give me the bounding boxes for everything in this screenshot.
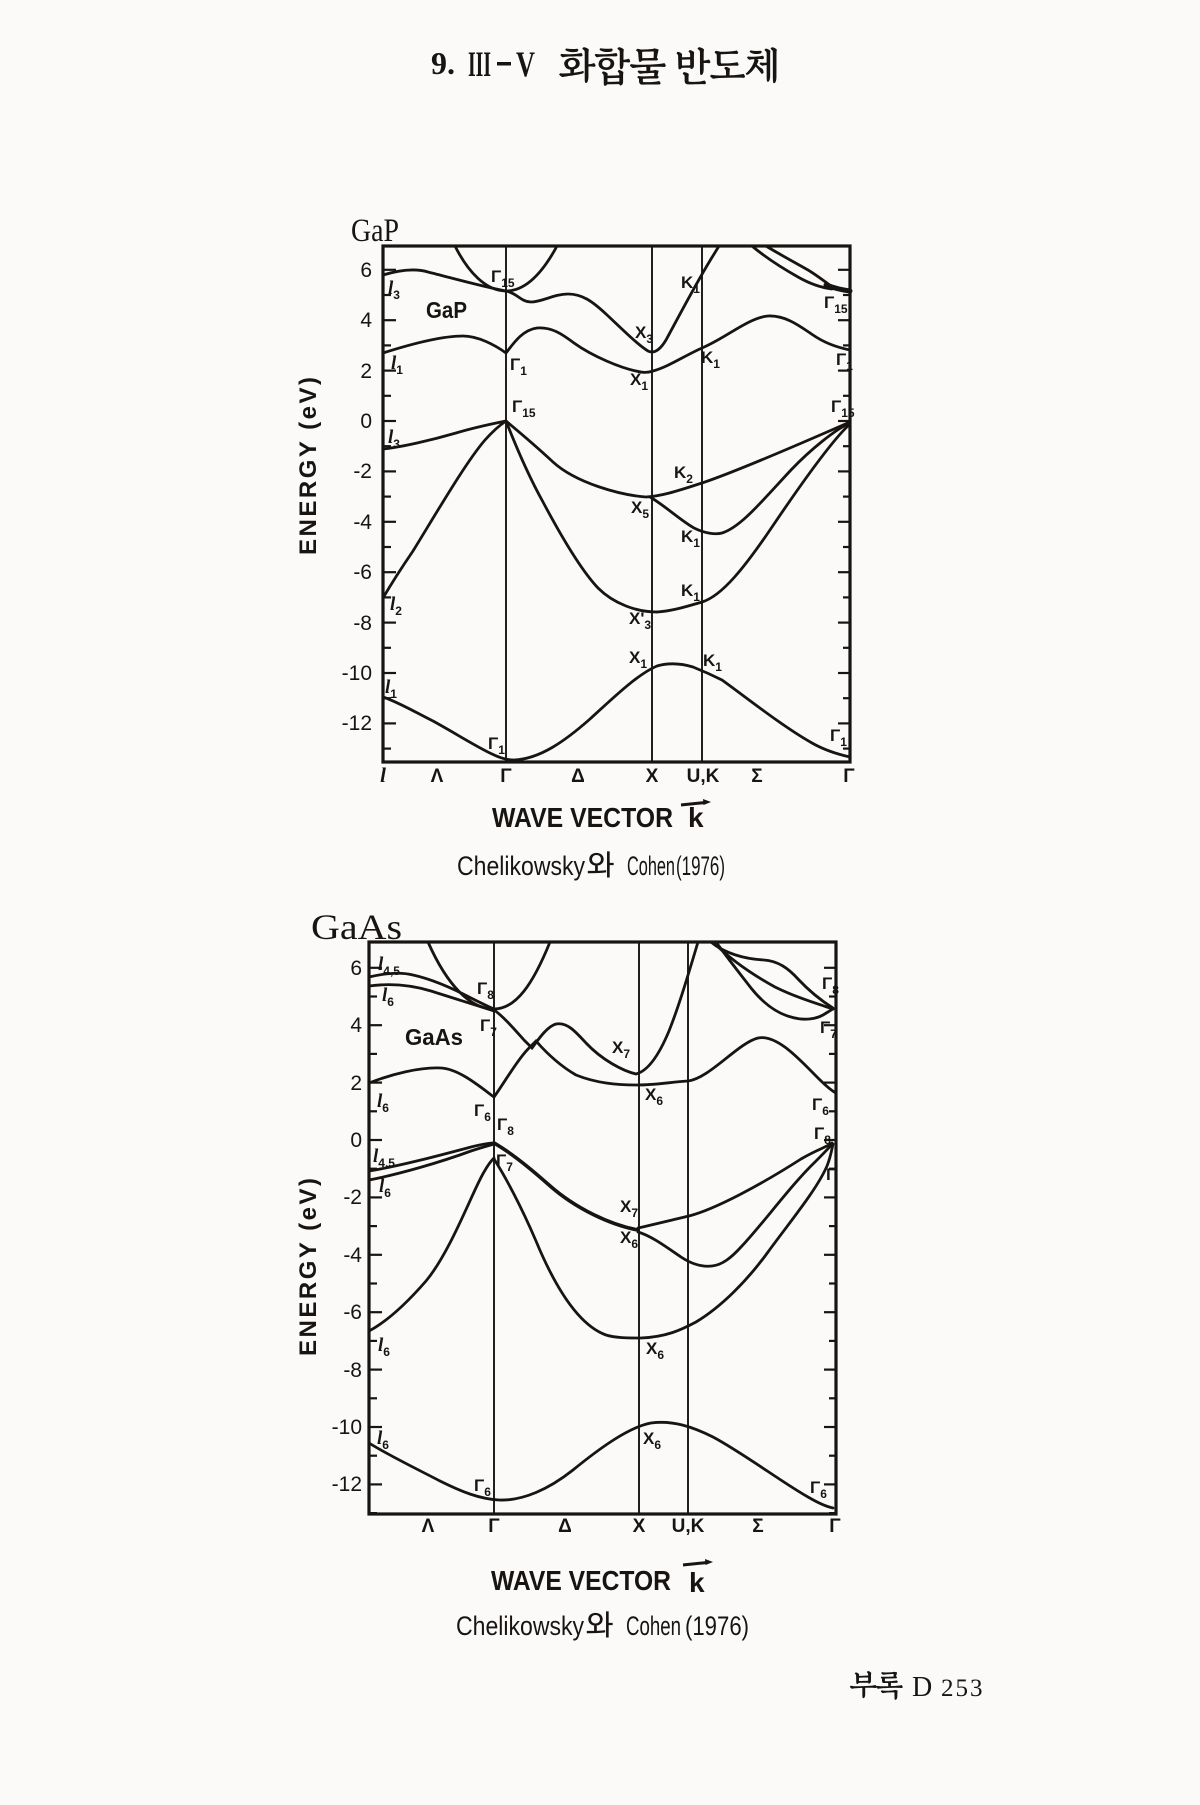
svg-text:WAVE VECTOR: WAVE VECTOR (492, 802, 673, 833)
svg-text:X1: X1 (629, 648, 647, 671)
svg-text:Γ: Γ (829, 1516, 841, 1537)
svg-text:III: III (468, 44, 491, 84)
svg-text:GaP: GaP (351, 213, 399, 249)
svg-text:-12: -12 (332, 1473, 362, 1496)
svg-text:(1976): (1976) (685, 1611, 749, 1641)
svg-text:GaAs: GaAs (405, 1024, 463, 1050)
svg-text:ENERGY (eV): ENERGY (eV) (295, 377, 322, 555)
svg-text:Γ: Γ (500, 766, 512, 787)
svg-text:0: 0 (350, 1129, 362, 1152)
svg-text:Γ6: Γ6 (810, 1478, 827, 1501)
svg-text:l1: l1 (391, 353, 403, 377)
svg-text:l6: l6 (377, 1091, 389, 1115)
svg-text:Γ8: Γ8 (477, 979, 494, 1002)
svg-text:Γ6: Γ6 (474, 1101, 491, 1124)
svg-text:X6: X6 (646, 1339, 664, 1362)
svg-text:k: k (688, 802, 704, 833)
svg-text:X: X (633, 1516, 646, 1537)
svg-text:GaP: GaP (426, 297, 467, 323)
svg-text:l6: l6 (377, 1428, 389, 1452)
svg-text:l6: l6 (379, 1176, 391, 1200)
svg-text:Γ15: Γ15 (824, 293, 848, 316)
svg-text:V: V (516, 44, 535, 84)
svg-text:l4,5: l4,5 (373, 1146, 395, 1170)
svg-text:253: 253 (941, 1675, 985, 1702)
svg-text:Γ: Γ (826, 1165, 836, 1184)
svg-text:0: 0 (360, 410, 372, 433)
svg-text:-4: -4 (343, 1244, 362, 1267)
svg-text:-8: -8 (353, 612, 372, 635)
svg-text:X5: X5 (631, 498, 649, 521)
svg-text:l3: l3 (388, 278, 400, 302)
svg-text:Cohen: Cohen (627, 851, 675, 881)
svg-text:l2: l2 (390, 594, 402, 618)
svg-text:6: 6 (360, 259, 372, 282)
svg-text:X6: X6 (620, 1228, 638, 1251)
svg-text:GaAs: GaAs (311, 907, 402, 947)
svg-text:l3: l3 (388, 427, 400, 451)
svg-text:D: D (912, 1672, 932, 1703)
svg-text:Γ1: Γ1 (510, 355, 527, 378)
svg-text:Δ: Δ (558, 1516, 572, 1537)
svg-text:K1: K1 (701, 348, 720, 371)
svg-text:l1: l1 (385, 677, 397, 701)
svg-text:K1: K1 (703, 651, 722, 674)
svg-text:X: X (646, 766, 659, 787)
svg-text:Chelikowsky: Chelikowsky (457, 851, 585, 881)
svg-text:K1: K1 (681, 581, 700, 604)
svg-text:Γ1: Γ1 (830, 726, 847, 749)
svg-text:-10: -10 (332, 1416, 362, 1439)
svg-text:Γ8: Γ8 (497, 1115, 514, 1138)
svg-text:Δ: Δ (571, 766, 585, 787)
svg-text:-6: -6 (343, 1301, 362, 1324)
svg-text:Σ: Σ (752, 1516, 763, 1537)
svg-text:l6: l6 (382, 985, 394, 1009)
svg-text:l4,5: l4,5 (378, 954, 400, 978)
svg-text:-10: -10 (342, 662, 372, 685)
svg-text:Λ: Λ (422, 1516, 435, 1537)
svg-text:X6: X6 (645, 1085, 663, 1108)
svg-text:4: 4 (360, 309, 372, 332)
svg-text:-8: -8 (343, 1359, 362, 1382)
svg-text:Γ8: Γ8 (814, 1124, 831, 1147)
svg-text:X7: X7 (620, 1197, 638, 1220)
svg-text:Chelikowsky: Chelikowsky (456, 1611, 584, 1641)
svg-text:K2: K2 (674, 463, 693, 486)
svg-text:k: k (689, 1567, 705, 1598)
svg-text:(1976): (1976) (676, 851, 725, 881)
svg-text:-12: -12 (342, 712, 372, 735)
svg-text:-6: -6 (353, 561, 372, 584)
svg-text:ENERGY (eV): ENERGY (eV) (295, 1178, 322, 1356)
svg-text:WAVE VECTOR: WAVE VECTOR (491, 1565, 671, 1596)
svg-text:-2: -2 (343, 1186, 362, 1209)
svg-text:l: l (380, 763, 386, 787)
svg-text:Cohen: Cohen (626, 1611, 681, 1641)
svg-text:Γ15: Γ15 (512, 397, 536, 420)
svg-text:Γ: Γ (488, 1516, 500, 1537)
svg-text:l6: l6 (378, 1335, 390, 1359)
svg-text:-2: -2 (353, 460, 372, 483)
svg-text:X7: X7 (612, 1038, 630, 1061)
svg-text:X6: X6 (643, 1429, 661, 1452)
svg-text:Λ: Λ (431, 766, 444, 787)
svg-text:4: 4 (350, 1014, 362, 1037)
svg-text:U,K: U,K (672, 1516, 705, 1537)
svg-text:Γ15: Γ15 (491, 267, 515, 290)
svg-text:Σ: Σ (751, 766, 762, 787)
svg-text:Γ6: Γ6 (812, 1095, 829, 1118)
svg-text:Γ: Γ (843, 766, 855, 787)
svg-text:2: 2 (350, 1072, 362, 1095)
svg-text:-4: -4 (353, 511, 372, 534)
svg-text:U,K: U,K (687, 766, 720, 787)
svg-text:2: 2 (360, 360, 372, 383)
svg-text:9.: 9. (431, 45, 455, 81)
svg-text:6: 6 (350, 957, 362, 980)
